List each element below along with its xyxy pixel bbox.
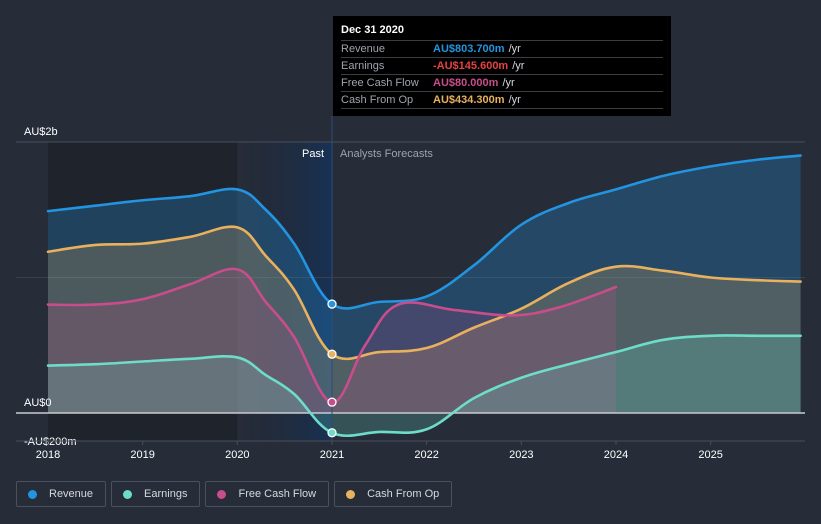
earnings-marker (327, 428, 337, 438)
legend-label: Earnings (144, 488, 188, 500)
y-axis-label: -AU$200m (24, 436, 77, 448)
revenue-line (46, 154, 802, 310)
tooltip-row-earnings: Earnings -AU$145.600m /yr (341, 58, 663, 75)
x-tick-label: 2018 (36, 449, 60, 461)
tooltip-label: Earnings (341, 60, 385, 72)
tooltip-row-free-cash-flow: Free Cash Flow AU$80.000m /yr (341, 75, 663, 92)
free-cash-flow-area (48, 268, 616, 413)
x-tick-label: 2023 (509, 449, 533, 461)
past-highlight-band (237, 142, 332, 441)
analysts-forecasts-label: Analysts Forecasts (340, 148, 433, 160)
legend-label: Free Cash Flow (238, 488, 317, 500)
tooltip-label: Free Cash Flow (341, 77, 419, 89)
legend-label: Cash From Op (367, 488, 440, 500)
legend-item-earnings[interactable]: Earnings (111, 481, 201, 507)
tooltip-unit: /yr (512, 60, 525, 72)
tooltip-label: Revenue (341, 43, 386, 55)
cash-from-op-marker (327, 349, 337, 359)
free-cash-flow-line (46, 267, 618, 404)
tooltip-value: AU$80.000m (433, 77, 499, 89)
x-tick-label: 2021 (320, 449, 344, 461)
revenue-dot-icon (28, 489, 37, 499)
past-label: Past (302, 148, 324, 160)
earnings-area (48, 335, 801, 436)
tooltip-value: AU$434.300m (433, 94, 505, 106)
tooltip-unit: /yr (508, 43, 521, 55)
cash-from-op-area (48, 226, 801, 413)
legend: Revenue Earnings Free Cash Flow Cash Fro… (16, 481, 453, 507)
tooltip: Dec 31 2020 Revenue AU$803.700m /yr Earn… (333, 16, 671, 116)
revenue-area (48, 155, 801, 414)
x-tick-label: 2025 (698, 449, 722, 461)
free-cash-flow-dot-icon (217, 489, 227, 499)
tooltip-row-cash-from-op: Cash From Op AU$434.300m /yr (341, 92, 663, 109)
tooltip-value: -AU$145.600m (433, 60, 509, 72)
cash-from-op-line (46, 225, 802, 361)
legend-item-free-cash-flow[interactable]: Free Cash Flow (205, 481, 330, 507)
tooltip-row-revenue: Revenue AU$803.700m /yr (341, 41, 663, 58)
free-cash-flow-marker (327, 397, 337, 407)
tooltip-label: Cash From Op (341, 94, 414, 106)
x-tick-label: 2022 (414, 449, 438, 461)
plot-left-shade (48, 142, 238, 441)
y-axis-label: AU$2b (24, 126, 58, 138)
x-tick-label: 2020 (225, 449, 249, 461)
earnings-dot-icon (123, 489, 133, 499)
x-tick-label: 2024 (604, 449, 628, 461)
tooltip-unit: /yr (502, 77, 515, 89)
earnings-line (46, 334, 802, 437)
legend-item-cash-from-op[interactable]: Cash From Op (334, 481, 453, 507)
legend-item-revenue[interactable]: Revenue (16, 481, 107, 507)
cash-from-op-dot-icon (346, 489, 356, 499)
x-tick-label: 2019 (130, 449, 154, 461)
revenue-marker (327, 299, 337, 309)
legend-label: Revenue (49, 488, 94, 500)
tooltip-date: Dec 31 2020 (341, 24, 663, 41)
y-axis-label: AU$0 (24, 397, 52, 409)
tooltip-value: AU$803.700m (433, 43, 505, 55)
tooltip-unit: /yr (508, 94, 521, 106)
